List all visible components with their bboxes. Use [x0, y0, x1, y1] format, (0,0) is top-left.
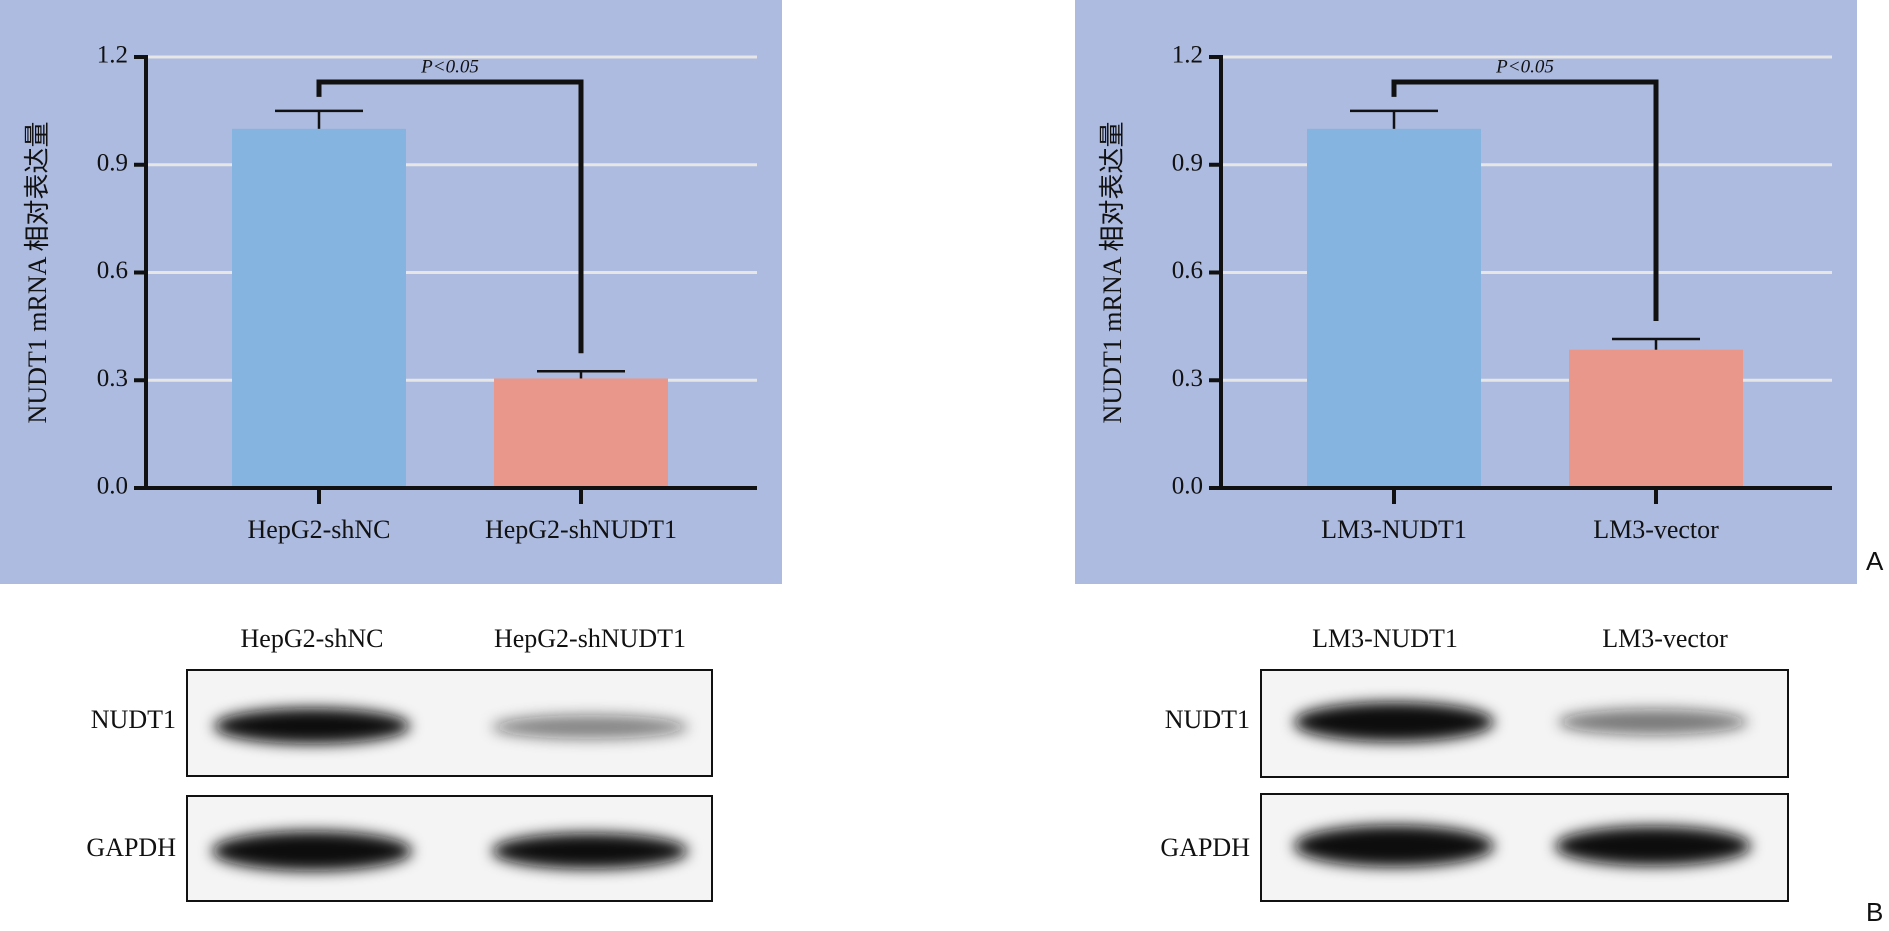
band	[1558, 709, 1748, 735]
band	[1555, 826, 1751, 866]
y-axis-label: NUDT1 mRNA 相对表达量	[23, 122, 52, 424]
lane-label: LM3-NUDT1	[1312, 624, 1458, 653]
x-tick-label: LM3-NUDT1	[1321, 515, 1467, 544]
row-label: GAPDH	[1160, 833, 1250, 862]
band	[1294, 825, 1494, 867]
row-label: GAPDH	[86, 833, 176, 862]
y-tick-label: 0.3	[1172, 365, 1203, 392]
y-tick-label: 1.2	[1172, 42, 1203, 69]
panel-label: B	[1866, 897, 1883, 927]
y-tick-label: 0.3	[97, 365, 128, 392]
panel-label: A	[1866, 546, 1884, 576]
band	[212, 831, 412, 871]
band	[214, 708, 410, 744]
annotation: P<0.05	[420, 56, 479, 77]
y-axis-label: NUDT1 mRNA 相对表达量	[1098, 122, 1127, 424]
significance-bracket	[1391, 79, 1659, 321]
row-label: NUDT1	[1165, 705, 1250, 734]
annotation: P<0.05	[1495, 56, 1554, 77]
bar	[232, 128, 406, 489]
bands	[212, 708, 688, 871]
y-tick-label: 0.0	[97, 473, 128, 500]
lane-label: HepG2-shNUDT1	[494, 624, 686, 653]
band	[1294, 702, 1494, 742]
x-tick-label: LM3-vector	[1593, 515, 1719, 544]
lane-label: HepG2-shNC	[241, 624, 384, 653]
y-tick-label: 0.6	[1172, 257, 1203, 284]
band	[492, 833, 688, 869]
charts: 0.0 0.3 0.6 0.9 1.2 NUDT1 mRNA 相对表达量 HepG2-shN…	[23, 42, 1832, 544]
significance-bracket	[316, 79, 584, 354]
x-tick-label: HepG2-shNC	[248, 515, 391, 544]
bands	[1294, 702, 1751, 867]
bar	[1307, 128, 1481, 489]
y-tick-label: 0.9	[97, 149, 128, 176]
band	[492, 715, 688, 739]
y-tick-label: 0.9	[1172, 149, 1203, 176]
bar	[1569, 349, 1743, 488]
y-tick-label: 0.0	[1172, 473, 1203, 500]
lane-label: LM3-vector	[1602, 624, 1728, 653]
row-label: NUDT1	[91, 705, 176, 734]
y-tick-label: 0.6	[97, 257, 128, 284]
bar	[494, 378, 668, 488]
x-tick-label: HepG2-shNUDT1	[485, 515, 677, 544]
y-tick-label: 1.2	[97, 42, 128, 69]
